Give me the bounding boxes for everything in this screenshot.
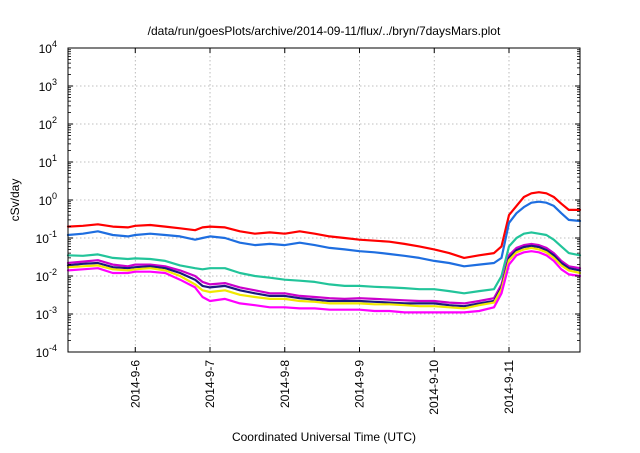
y-tick-exponent: -1 xyxy=(49,229,57,239)
series-line-5 xyxy=(66,244,582,308)
y-axis-label: cSv/day xyxy=(8,179,22,222)
x-tick-label: 2014-9-9 xyxy=(353,360,367,408)
y-tick-label: 103 xyxy=(39,77,57,94)
y-tick-label: 10-3 xyxy=(36,305,57,322)
y-tick-exponent: -4 xyxy=(49,343,57,353)
y-tick-label: 101 xyxy=(39,153,57,170)
y-tick-exponent: 0 xyxy=(52,191,57,201)
y-tick-label: 10-4 xyxy=(36,343,57,360)
grid-lines xyxy=(68,48,580,352)
y-tick-label: 10-1 xyxy=(36,229,57,246)
x-tick-label: 2014-9-10 xyxy=(427,360,441,415)
series-lines xyxy=(66,191,582,314)
plot-frame xyxy=(67,47,581,353)
x-tick-label: 2014-9-11 xyxy=(502,360,516,414)
y-tick-exponent: -3 xyxy=(49,305,57,315)
y-tick-exponent: 3 xyxy=(52,77,57,87)
x-tick-label: 2014-9-6 xyxy=(128,360,142,408)
y-tick-label: 104 xyxy=(39,39,57,56)
x-tick-label: 2014-9-7 xyxy=(203,360,217,408)
series-line-1 xyxy=(66,191,582,259)
series-line-2 xyxy=(66,200,582,268)
y-tick-label: 100 xyxy=(39,191,57,208)
x-axis-label: Coordinated Universal Time (UTC) xyxy=(232,430,416,444)
y-tick-exponent: 2 xyxy=(52,115,57,125)
series-line-6 xyxy=(66,246,582,310)
series-line-4 xyxy=(66,242,582,305)
series-line-7 xyxy=(66,250,582,314)
y-tick-label: 102 xyxy=(39,115,57,132)
x-tick-label: 2014-9-8 xyxy=(278,360,292,408)
series-line-3 xyxy=(66,231,582,295)
y-tick-exponent: 1 xyxy=(52,153,57,163)
y-tick-label: 10-2 xyxy=(36,267,57,284)
y-tick-exponent: 4 xyxy=(52,39,57,49)
chart-title: /data/run/goesPlots/archive/2014-09-11/f… xyxy=(148,24,501,38)
y-tick-exponent: -2 xyxy=(49,267,57,277)
